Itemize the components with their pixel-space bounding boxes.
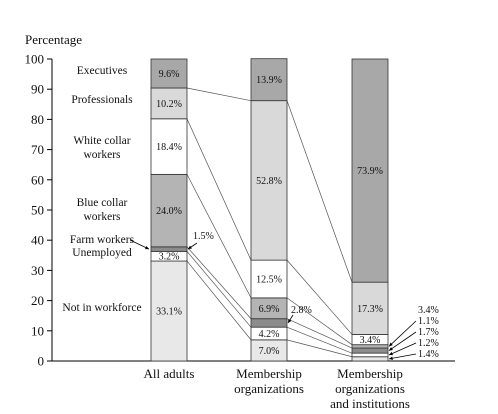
data-label: 1.7% <box>418 327 439 338</box>
label-leader <box>388 353 417 360</box>
bar-segment <box>351 356 389 362</box>
connector-line <box>186 251 252 328</box>
data-label: 1.4% <box>418 349 439 360</box>
bar-segment <box>351 347 389 354</box>
bar-segment <box>250 318 288 328</box>
y-tick-label: 90 <box>31 82 44 97</box>
data-label: 18.4% <box>156 142 182 153</box>
y-tick-label: 10 <box>31 323 44 338</box>
data-label: 2.8% <box>291 305 312 316</box>
series-label: Blue collar workers <box>77 197 128 223</box>
label-arrowhead <box>188 245 192 250</box>
data-label: 12.5% <box>256 275 282 286</box>
connector-line <box>186 246 252 319</box>
data-label: 1.2% <box>418 338 439 349</box>
y-tick-label: 20 <box>31 293 44 308</box>
connector-line <box>286 259 353 335</box>
connector-line <box>186 118 252 261</box>
series-label: Executives <box>77 65 128 77</box>
series-label: Farm workers <box>70 234 135 246</box>
y-axis-title: Percentage <box>25 32 82 47</box>
series-label: Not in workforce <box>62 302 141 314</box>
y-tick-label: 50 <box>31 203 44 218</box>
y-tick-label: 100 <box>25 52 45 67</box>
label-arrowhead <box>389 351 393 356</box>
label-arrowhead <box>288 318 292 323</box>
bar-segment <box>250 100 288 261</box>
bar-segment <box>150 87 188 120</box>
label-arrowhead <box>389 347 393 351</box>
connector-line <box>186 260 252 341</box>
data-label: 6.9% <box>259 304 280 315</box>
label-leader <box>388 331 417 351</box>
data-label: 3.2% <box>159 252 180 263</box>
data-label: 10.2% <box>156 99 182 110</box>
y-tick-label: 0 <box>38 354 45 369</box>
bars <box>150 58 389 362</box>
y-tick-label: 70 <box>31 142 44 157</box>
data-label: 73.9% <box>357 166 383 177</box>
connector-line <box>186 87 252 102</box>
y-tick-label: 80 <box>31 112 44 127</box>
y-tick-label: 60 <box>31 172 44 187</box>
series-label: Unemployed <box>72 247 132 259</box>
series-arrowhead <box>145 245 149 250</box>
bar-segment <box>150 118 188 175</box>
series-label: Professionals <box>71 94 133 106</box>
data-label: 24.0% <box>156 206 182 217</box>
y-tick-label: 30 <box>31 263 44 278</box>
bar-segment <box>150 246 188 252</box>
bar-segment <box>250 58 288 102</box>
connector-line <box>286 318 353 349</box>
series-label: White collar workers <box>73 135 130 161</box>
label-arrowhead <box>389 356 393 360</box>
data-label: 52.8% <box>256 176 282 187</box>
label-arrowhead <box>389 342 393 347</box>
category-label: Membership organizations <box>234 366 304 396</box>
category-label: All adults <box>144 366 195 381</box>
category-label: Membership organizations and institutions <box>330 366 410 411</box>
label-leader <box>388 320 417 347</box>
connector-line <box>286 339 353 358</box>
data-labels: 33.1% 7.0% 3.2% 4.2% 1.5% 2.8% 24.0% 6.9% 18.4% 1… <box>156 69 439 360</box>
data-label: 7.0% <box>259 346 280 357</box>
connector-line <box>286 326 353 354</box>
data-label: 1.5% <box>193 231 214 242</box>
connector-line <box>286 100 353 283</box>
category-labels: All adults Membership organizations Members… <box>144 366 410 411</box>
label-leader <box>388 342 417 356</box>
data-label: 3.4% <box>360 335 381 346</box>
data-label: 1.1% <box>418 316 439 327</box>
bar-segment <box>150 173 188 248</box>
y-tick-label: 40 <box>31 233 44 248</box>
bar-segment <box>351 281 389 335</box>
data-label: 4.2% <box>259 329 280 340</box>
data-label: 9.6% <box>159 69 180 80</box>
bar-segment <box>150 58 188 89</box>
bar-segment <box>351 58 389 283</box>
data-label: 3.4% <box>418 305 439 316</box>
bar-segment <box>351 352 389 358</box>
connector-lines <box>186 87 353 358</box>
data-label: 13.9% <box>256 75 282 86</box>
connector-line <box>286 297 353 345</box>
data-label: 17.3% <box>357 304 383 315</box>
data-label: 33.1% <box>156 307 182 318</box>
connector-line <box>186 174 252 299</box>
